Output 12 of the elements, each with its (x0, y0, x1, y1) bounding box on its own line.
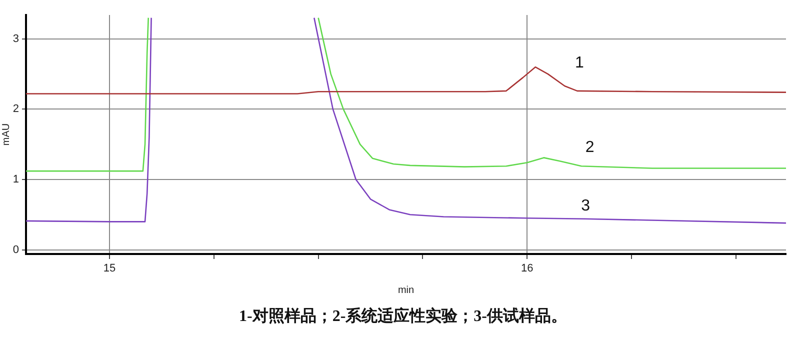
text: 1-对照样品；2-系统适应性实验；3-供试样品。 (238, 306, 568, 327)
y-axis-title: mAU (0, 123, 12, 146)
x-tick-label: 16 (520, 262, 534, 275)
y-tick-label: 2 (12, 103, 19, 116)
y-tick-label: 1 (12, 174, 19, 186)
annotation: 1 (574, 54, 584, 72)
annotation: 3 (581, 197, 590, 214)
x-axis-title: min (398, 284, 414, 296)
x-tick-label: 15 (103, 262, 116, 275)
annotation: 2 (585, 139, 594, 156)
y-tick-label: 3 (12, 32, 19, 45)
y-tick-label: 0 (12, 244, 19, 256)
